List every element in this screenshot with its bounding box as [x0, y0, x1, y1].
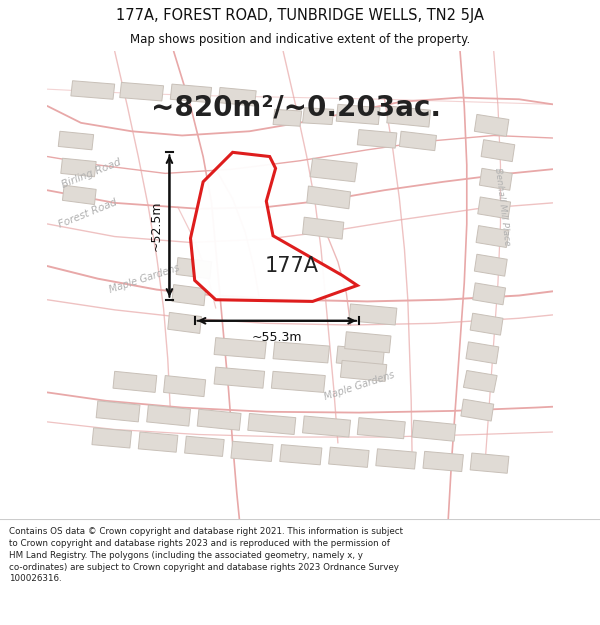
Polygon shape	[340, 361, 387, 381]
Text: Benhall Mill Place: Benhall Mill Place	[493, 168, 511, 247]
Polygon shape	[387, 106, 431, 127]
Text: ~55.3m: ~55.3m	[251, 331, 302, 344]
Polygon shape	[310, 158, 357, 182]
Polygon shape	[302, 107, 334, 124]
Polygon shape	[170, 84, 212, 102]
Polygon shape	[400, 131, 436, 151]
Polygon shape	[470, 313, 503, 335]
Polygon shape	[329, 447, 369, 468]
Polygon shape	[307, 186, 350, 209]
Polygon shape	[168, 312, 202, 333]
Polygon shape	[476, 226, 509, 248]
Polygon shape	[473, 283, 506, 305]
Polygon shape	[92, 428, 131, 448]
Polygon shape	[466, 342, 499, 364]
Polygon shape	[302, 416, 350, 437]
Polygon shape	[336, 104, 380, 124]
Polygon shape	[481, 140, 515, 162]
Polygon shape	[376, 449, 416, 469]
Text: ~52.5m: ~52.5m	[149, 201, 163, 251]
Text: 177A: 177A	[265, 256, 319, 276]
Polygon shape	[479, 168, 512, 190]
Polygon shape	[280, 444, 322, 465]
Polygon shape	[463, 371, 497, 392]
Text: Birling Road: Birling Road	[60, 157, 122, 190]
Text: Map shows position and indicative extent of the property.: Map shows position and indicative extent…	[130, 34, 470, 46]
Polygon shape	[478, 197, 511, 219]
Polygon shape	[71, 81, 115, 99]
Polygon shape	[302, 217, 344, 239]
Polygon shape	[197, 409, 241, 430]
Text: Maple Gardens: Maple Gardens	[322, 369, 395, 402]
Polygon shape	[357, 418, 405, 439]
Polygon shape	[336, 346, 384, 367]
Polygon shape	[470, 453, 509, 473]
Polygon shape	[138, 432, 178, 452]
Polygon shape	[176, 258, 212, 279]
Polygon shape	[61, 158, 96, 177]
Polygon shape	[349, 304, 397, 325]
Polygon shape	[96, 401, 140, 422]
Text: Forest Road: Forest Road	[57, 198, 119, 230]
Polygon shape	[412, 420, 456, 441]
Polygon shape	[344, 332, 391, 352]
Polygon shape	[357, 129, 397, 148]
Text: Maple Gardens: Maple Gardens	[107, 262, 181, 295]
Polygon shape	[185, 436, 224, 456]
Polygon shape	[423, 451, 463, 472]
Polygon shape	[62, 185, 96, 204]
Polygon shape	[58, 131, 94, 150]
Polygon shape	[475, 254, 507, 276]
Polygon shape	[190, 152, 357, 301]
Polygon shape	[113, 371, 157, 392]
Polygon shape	[214, 367, 265, 388]
Text: Contains OS data © Crown copyright and database right 2021. This information is : Contains OS data © Crown copyright and d…	[9, 528, 403, 584]
Polygon shape	[164, 376, 206, 397]
Polygon shape	[248, 414, 296, 434]
Polygon shape	[273, 342, 329, 363]
Polygon shape	[475, 114, 509, 136]
Polygon shape	[172, 284, 206, 306]
Text: ~820m²/~0.203ac.: ~820m²/~0.203ac.	[151, 94, 441, 122]
Polygon shape	[231, 441, 273, 461]
Polygon shape	[214, 338, 266, 359]
Polygon shape	[146, 405, 190, 426]
Polygon shape	[218, 88, 256, 106]
Text: 177A, FOREST ROAD, TUNBRIDGE WELLS, TN2 5JA: 177A, FOREST ROAD, TUNBRIDGE WELLS, TN2 …	[116, 8, 484, 23]
Polygon shape	[461, 399, 494, 421]
Polygon shape	[271, 371, 325, 392]
Polygon shape	[120, 82, 164, 101]
Polygon shape	[273, 109, 302, 126]
